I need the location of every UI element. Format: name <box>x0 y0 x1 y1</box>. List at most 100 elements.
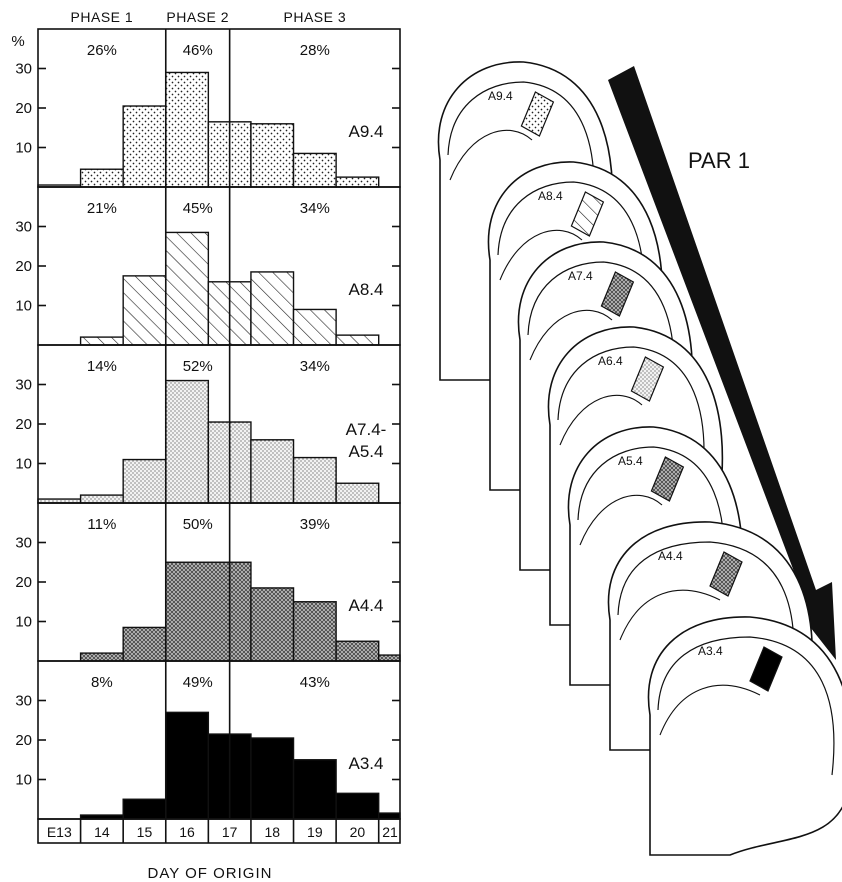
bar <box>250 271 295 346</box>
x-tick-label: 14 <box>94 824 110 840</box>
y-tick-label: 20 <box>15 416 32 433</box>
x-tick-label: 19 <box>307 824 323 840</box>
bar <box>122 275 167 346</box>
phase-headers: PHASE 1 PHASE 2 PHASE 3 <box>71 9 346 25</box>
y-tick-label: 20 <box>15 732 32 749</box>
section-label: A4.4 <box>658 549 683 563</box>
bar <box>250 439 295 504</box>
bar <box>250 123 295 188</box>
x-axis-title: DAY OF ORIGIN <box>148 865 273 882</box>
brain-section-series: PAR 1 A9.4 A8.4 A7.4 A6.4 A5.4 A4.4 A3.4 <box>437 61 842 856</box>
bar <box>335 640 380 662</box>
section-label: A3.4 <box>698 644 723 658</box>
bar <box>79 336 124 346</box>
phase-percentage: 8% <box>91 674 113 691</box>
section-label: A9.4 <box>488 89 513 103</box>
bar <box>122 105 167 188</box>
y-tick-label: 30 <box>15 693 32 710</box>
bar <box>335 792 380 820</box>
x-tick-label: 20 <box>350 824 366 840</box>
white-matter-line <box>579 494 663 546</box>
series-label: A3.4 <box>349 754 384 773</box>
phase-percentage: 50% <box>183 516 213 533</box>
bar <box>165 711 210 820</box>
brain-section-7: A3.4 <box>647 616 842 856</box>
arrow-label: PAR 1 <box>688 148 750 173</box>
bar <box>335 482 380 504</box>
panel-1: 10 20 30 26% 46% 28% A9.4 <box>15 28 401 188</box>
arrow-shape <box>608 66 836 660</box>
white-matter-line <box>449 129 533 181</box>
phase-percentage: 45% <box>183 200 213 217</box>
bar <box>165 231 210 346</box>
bar <box>250 737 295 820</box>
phase-percentage: 26% <box>87 42 117 59</box>
cortex-line <box>617 541 795 681</box>
phase-percentage: 39% <box>300 516 330 533</box>
x-tick-label: 16 <box>179 824 195 840</box>
panel-3: 10 20 30 14% 52% 34% A7.4- A5.4 <box>15 344 401 504</box>
bar <box>122 458 167 504</box>
section-label: A8.4 <box>538 189 563 203</box>
section-label: A7.4 <box>568 269 593 283</box>
bar <box>165 379 210 504</box>
phase-percentage: 21% <box>87 200 117 217</box>
y-tick-label: 20 <box>15 574 32 591</box>
y-tick-label: 10 <box>15 298 32 315</box>
bar <box>292 152 337 188</box>
section-outline <box>647 616 842 856</box>
white-matter-line <box>529 309 613 361</box>
bar <box>378 812 401 820</box>
bar <box>378 654 401 662</box>
cortex-line <box>447 81 595 221</box>
histogram-panel-stack: % PHASE 1 PHASE 2 PHASE 3 10 20 30 26% 46% 28% A… <box>11 9 401 882</box>
y-tick-label: 30 <box>15 377 32 394</box>
y-tick-label: 30 <box>15 61 32 78</box>
x-tick-label: 21 <box>382 824 398 840</box>
bar <box>335 334 380 346</box>
bar <box>292 601 337 662</box>
section-label: A6.4 <box>598 354 623 368</box>
white-matter-line <box>659 684 761 736</box>
y-tick-label: 20 <box>15 258 32 275</box>
phase-percentage: 34% <box>300 358 330 375</box>
x-axis-strip <box>37 818 401 844</box>
phase-percentage: 11% <box>87 516 116 533</box>
panel-5: 10 20 30 8% 49% 43% A3.4 <box>15 660 401 820</box>
series-label: A7.4- <box>346 420 387 439</box>
y-unit-label: % <box>11 33 24 50</box>
phase-percentage: 43% <box>300 674 330 691</box>
x-tick-label: 17 <box>222 824 238 840</box>
x-tick-label: 15 <box>137 824 153 840</box>
par1-region <box>520 91 555 137</box>
phase-header-1: PHASE 1 <box>71 9 134 25</box>
gradient-arrow: PAR 1 <box>608 66 836 660</box>
y-tick-label: 30 <box>15 535 32 552</box>
phase-percentage: 14% <box>87 358 117 375</box>
bar <box>250 587 295 662</box>
bar <box>79 168 124 188</box>
phase-percentage: 49% <box>183 674 213 691</box>
phase-percentage: 46% <box>183 42 213 59</box>
x-axis: E13 14 15 16 17 18 19 20 21 <box>37 818 401 844</box>
series-label: A9.4 <box>349 122 384 141</box>
y-tick-label: 10 <box>15 614 32 631</box>
par1-region <box>630 356 665 402</box>
white-matter-line <box>619 589 721 641</box>
phase-percentage: 34% <box>300 200 330 217</box>
bar <box>122 626 167 662</box>
series-label: A5.4 <box>349 442 384 461</box>
panel-4: 10 20 30 11% 50% 39% A4.4 <box>15 502 401 662</box>
bar <box>79 652 124 662</box>
bar <box>292 308 337 346</box>
cortex-line <box>657 636 835 776</box>
section-label: A5.4 <box>618 454 643 468</box>
series-label: A8.4 <box>349 280 384 299</box>
series-label: A4.4 <box>349 596 384 615</box>
y-tick-label: 30 <box>15 219 32 236</box>
x-tick-label: 18 <box>264 824 280 840</box>
par1-region <box>600 271 635 317</box>
y-tick-label: 10 <box>15 456 32 473</box>
